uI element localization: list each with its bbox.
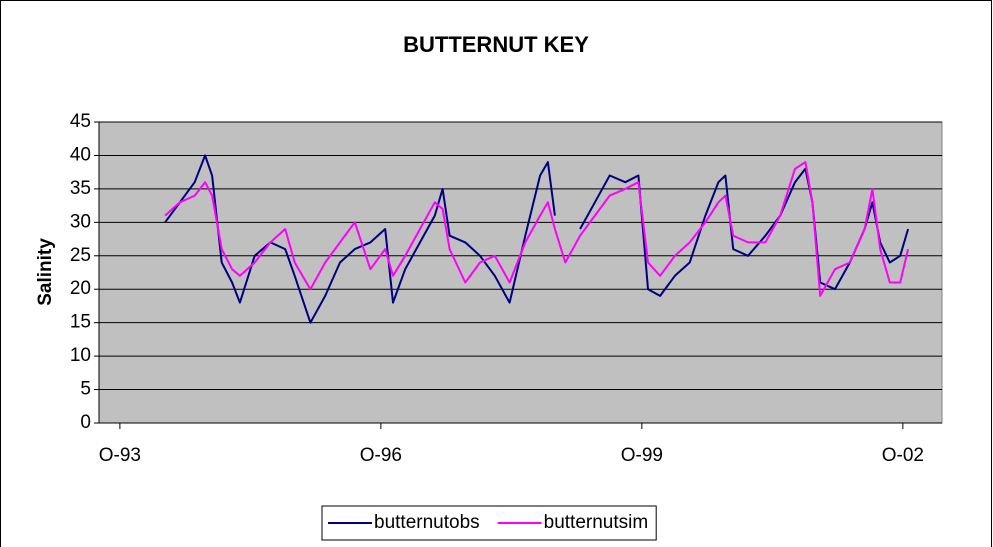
y-tick-label: 10 [70,345,91,366]
legend-box [321,505,657,541]
y-tick-label: 5 [80,379,91,400]
y-tick-label: 20 [70,278,91,299]
legend-label: butternutsim [544,512,649,533]
y-axis-label: Salinity [35,238,56,306]
legend-label: butternutobs [374,512,480,533]
y-tick-label: 0 [80,412,91,433]
plot-area [98,121,943,424]
chart-title: BUTTERNUT KEY [403,32,589,57]
x-tick-label: O-96 [360,445,402,466]
y-tick-label: 30 [70,211,91,232]
x-tick-label: O-02 [882,445,924,466]
legend: butternutobs butternutsim [321,505,657,541]
y-tick-label: 40 [70,144,91,165]
x-tick-label: O-99 [621,445,663,466]
series-line [164,161,910,297]
y-tick-label: 35 [70,178,91,199]
y-tick-label: 45 [70,111,91,132]
y-tick-label: 15 [70,312,91,333]
y-tick-label: 25 [70,245,91,266]
x-tick-label: O-93 [99,445,141,466]
